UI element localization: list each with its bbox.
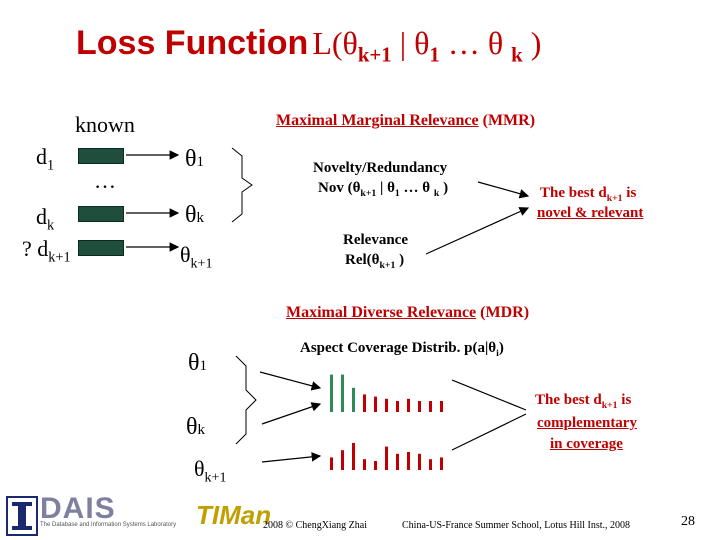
bars-bottom-bar-7 bbox=[407, 452, 410, 470]
theta-k1: θk+1 bbox=[180, 242, 213, 272]
mdr-best-line3: in coverage bbox=[550, 436, 623, 452]
theta-1: θ1 bbox=[185, 146, 204, 172]
arrow-novelty-best bbox=[477, 181, 530, 199]
timan-logo: TIMan bbox=[196, 500, 272, 530]
bars-top-bar-9 bbox=[429, 401, 432, 412]
mmr-best-line1: The best dk+1 is bbox=[540, 185, 637, 204]
footer-copyright: 2008 © ChengXiang Zhai bbox=[263, 520, 367, 531]
bars-bottom-bar-9 bbox=[429, 459, 432, 470]
mmr-heading: Maximal Marginal Relevance (MMR) bbox=[276, 112, 536, 129]
known-label: known bbox=[75, 112, 135, 137]
mdr-best-line2: complementary bbox=[537, 415, 637, 431]
dais-logo: DAIS bbox=[40, 492, 116, 525]
mdr-theta-1: θ1 bbox=[188, 350, 207, 376]
arrow-mdr-thetak1 bbox=[261, 452, 322, 463]
bars-bottom-bar-3 bbox=[363, 459, 366, 470]
bars-bottom-bar-8 bbox=[418, 453, 421, 470]
bars-top-bar-1 bbox=[341, 374, 344, 412]
mdr-best-line1: The best dk+1 is bbox=[535, 392, 632, 411]
arrow-relevance-best bbox=[425, 207, 530, 255]
novelty-formula: Nov (θk+1 | θ1 … θ k ) bbox=[318, 180, 449, 199]
mmr-best-line2: novel & relevant bbox=[537, 205, 644, 221]
relevance-label: Relevance bbox=[343, 232, 408, 248]
bars-bottom-bar-0 bbox=[330, 457, 333, 470]
bars-bottom-bar-5 bbox=[385, 446, 388, 470]
dais-logo-tagline: The Database and Information Systems Lab… bbox=[40, 522, 177, 528]
bars-top-bar-6 bbox=[396, 401, 399, 412]
arrow-mdr-thetak bbox=[261, 402, 322, 425]
bars-top-bar-0 bbox=[330, 374, 333, 412]
footer-event: China-US-France Summer School, Lotus Hil… bbox=[402, 520, 631, 531]
aspect-coverage-label: Aspect Coverage Distrib. p(a|θi) bbox=[300, 340, 504, 359]
relevance-formula: Rel(θk+1 ) bbox=[345, 252, 405, 271]
novelty-label: Novelty/Redundancy bbox=[313, 160, 448, 176]
doc-icon-dk bbox=[78, 206, 124, 222]
mdr-heading: Maximal Diverse Relevance (MDR) bbox=[286, 304, 530, 321]
bars-top-bar-8 bbox=[418, 401, 421, 412]
aspect-bars-theta-k1 bbox=[330, 443, 443, 470]
docs-ellipsis: … bbox=[94, 168, 116, 193]
bars-bottom-bar-4 bbox=[374, 461, 377, 470]
title-formula: L(θk+1 | θ1 … θ k ) bbox=[312, 25, 542, 67]
bars-top-bar-10 bbox=[440, 401, 443, 412]
bars-top-bar-3 bbox=[363, 394, 366, 412]
bars-bottom-bar-1 bbox=[341, 450, 344, 470]
brace-top bbox=[231, 147, 253, 223]
page-title: Loss Function L(θk+1 | θ1 … θ k ) bbox=[76, 24, 542, 67]
bars-top-bar-7 bbox=[407, 398, 410, 412]
bars-bottom-bar-6 bbox=[396, 453, 399, 470]
page-number: 28 bbox=[681, 514, 695, 529]
mdr-theta-k: θk bbox=[186, 414, 205, 440]
aspect-bars-theta-combined bbox=[330, 374, 443, 412]
doc-icon-d1 bbox=[78, 148, 124, 164]
doc-label-dk1: ? dk+1 bbox=[22, 236, 71, 266]
bars-top-bar-4 bbox=[374, 396, 377, 412]
dais-logo-icon bbox=[6, 496, 38, 536]
doc-icon-dk1 bbox=[78, 240, 124, 256]
arrow-mdr-top-best bbox=[451, 379, 527, 411]
arrow-mdr-theta1 bbox=[259, 371, 322, 391]
bars-bottom-bar-10 bbox=[440, 457, 443, 470]
doc-label-dk: dk bbox=[36, 204, 55, 234]
bars-bottom-bar-2 bbox=[352, 443, 355, 470]
mdr-theta-k1: θk+1 bbox=[194, 456, 227, 486]
arrow-mdr-bottom-best bbox=[451, 413, 527, 451]
bars-top-bar-2 bbox=[352, 387, 355, 412]
brace-bottom bbox=[235, 355, 257, 445]
bars-top-bar-5 bbox=[385, 398, 388, 412]
theta-k: θk bbox=[185, 202, 204, 228]
doc-label-d1: d1 bbox=[36, 144, 55, 174]
